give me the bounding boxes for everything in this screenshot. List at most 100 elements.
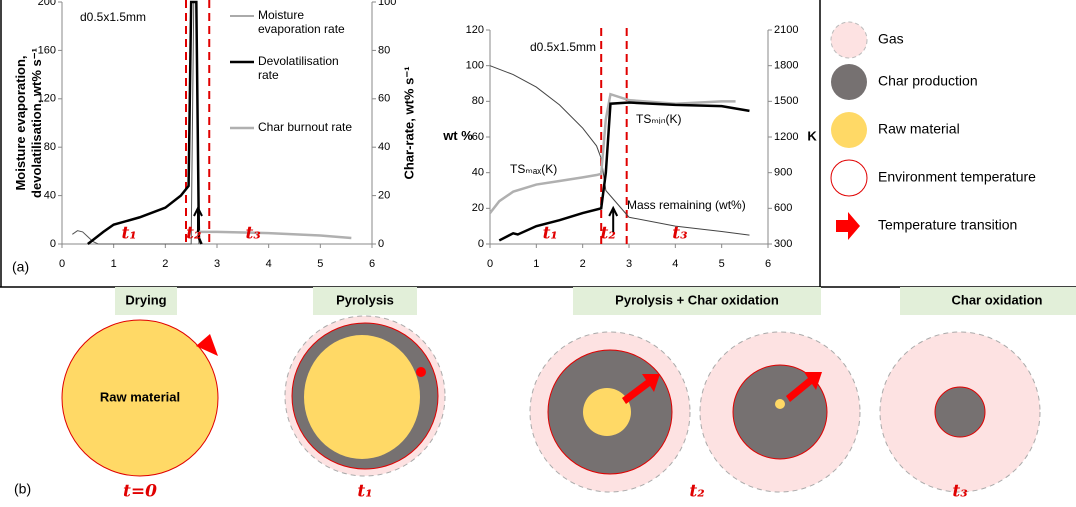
stage-title: Pyrolysis + Char oxidation [615, 292, 779, 307]
y2-tick-label: 0 [378, 238, 384, 250]
y-tick-label: 80 [44, 141, 56, 153]
y2-tick-label: 900 [774, 167, 792, 179]
legend-label: Char production [878, 73, 978, 89]
x-tick-label: 1 [533, 258, 539, 270]
transition-arrow [622, 374, 660, 404]
y-tick-label: 20 [472, 202, 484, 214]
legend-raw [831, 112, 867, 148]
time-label: t₁ [543, 224, 558, 244]
stage-box [115, 287, 177, 315]
y2-tick-label: 20 [378, 190, 390, 202]
y-tick-label: 100 [466, 60, 484, 72]
y2-tick-label: 1500 [774, 95, 798, 107]
legend-label: Raw material [878, 121, 960, 137]
legend-label: Moisture evaporation rate [258, 8, 345, 36]
x-tick-label: 3 [626, 258, 632, 270]
x-tick-label: 2 [162, 258, 168, 270]
x-tick-label: 0 [487, 258, 493, 270]
y2-tick-label: 100 [378, 0, 396, 8]
time-label: t₂ [600, 224, 615, 244]
y-tick-label: 160 [38, 44, 56, 56]
y2-tick-label: 40 [378, 141, 390, 153]
stage-title: Char oxidation [951, 292, 1042, 307]
x-tick-label: 5 [719, 258, 725, 270]
particle-label: Raw material [100, 389, 180, 404]
y2-tick-label: 2100 [774, 24, 798, 36]
y2-tick-label: 1800 [774, 60, 798, 72]
particles: Raw material [61, 315, 1041, 493]
x-tick-label: 4 [672, 258, 678, 270]
legend-label: Environment temperature [878, 169, 1036, 185]
arrow [608, 205, 619, 232]
x-tick-label: 1 [111, 258, 117, 270]
x-tick-label: 0 [59, 258, 65, 270]
legend-label: Devolatilisation rate [258, 54, 339, 82]
raw-core [775, 399, 785, 409]
y2-tick-label: 80 [378, 44, 390, 56]
y-tick-label: 120 [466, 24, 484, 36]
series-line [196, 230, 352, 240]
legend-char [831, 64, 867, 100]
legend-label: Gas [878, 31, 904, 47]
stage-titles: Drying Pyrolysis Pyrolysis + Char oxidat… [115, 287, 1076, 315]
stage-time: t₃ [952, 482, 967, 502]
y-tick-label: 0 [478, 238, 484, 250]
series-label: Mass remaining (wt%) [627, 198, 746, 212]
legend-env [830, 159, 868, 197]
x-tick-label: 5 [317, 258, 323, 270]
series-line [489, 92, 736, 214]
legend: Gas Char production Raw material Environ… [830, 21, 1036, 240]
transition-arrow [416, 367, 426, 377]
x-tick-label: 4 [266, 258, 272, 270]
y-tick-label: 60 [472, 131, 484, 143]
y2-tick-label: 1200 [774, 131, 798, 143]
y-axis-label: Moisture evaporation,devolatilisation, w… [14, 48, 45, 198]
char-layer [934, 386, 986, 438]
series-line [498, 101, 750, 242]
series-line [489, 65, 750, 236]
y2-axis-label: Char-rate, wt% s⁻¹ [401, 66, 416, 179]
stage-box [313, 287, 417, 315]
panel-label: (b) [14, 481, 31, 497]
y-tick-label: 0 [50, 238, 56, 250]
stage-time: t=0 [123, 482, 157, 502]
time-label: t₃ [672, 224, 687, 244]
y-tick-label: 40 [472, 167, 484, 179]
y-tick-label: 200 [38, 0, 56, 8]
x-tick-label: 6 [369, 258, 375, 270]
stage-box [900, 287, 1076, 315]
stage-title: Pyrolysis [336, 292, 394, 307]
series-line [87, 0, 203, 245]
annotation: d0.5x1.5mm [80, 10, 146, 24]
legend-label: Char burnout rate [258, 120, 352, 134]
x-tick-label: 6 [765, 258, 771, 270]
y-tick-label: 80 [472, 95, 484, 107]
y2-tick-label: 300 [774, 238, 792, 250]
annotation: d0.5x1.5mm [530, 40, 596, 54]
time-label: t₁ [122, 224, 137, 244]
series-label: TSₘᵢₙ(K) [636, 112, 681, 126]
time-label: t₃ [246, 224, 261, 244]
particle-raw [61, 319, 219, 477]
stage-title: Drying [125, 292, 166, 307]
y-axis-label: wt % [442, 128, 473, 143]
stage-time: t₁ [357, 482, 372, 502]
transition-arrow [196, 334, 218, 356]
legend-label: Temperature transition [878, 217, 1017, 233]
time-label: t₂ [186, 224, 201, 244]
series-line [72, 1, 200, 245]
y2-tick-label: 60 [378, 93, 390, 105]
panel-label: (a) [12, 259, 29, 275]
stage-box [573, 287, 821, 315]
y2-tick-label: 600 [774, 202, 792, 214]
transition-arrow [786, 372, 822, 402]
raw-core [583, 388, 631, 436]
series-label: TSₘₐₓ(K) [510, 162, 557, 176]
raw-core [304, 335, 420, 459]
stage-time: t₂ [689, 482, 704, 502]
legend-arrow [836, 212, 860, 240]
y2-axis-label: K [807, 128, 817, 143]
arrow [193, 205, 203, 232]
y-tick-label: 40 [44, 190, 56, 202]
